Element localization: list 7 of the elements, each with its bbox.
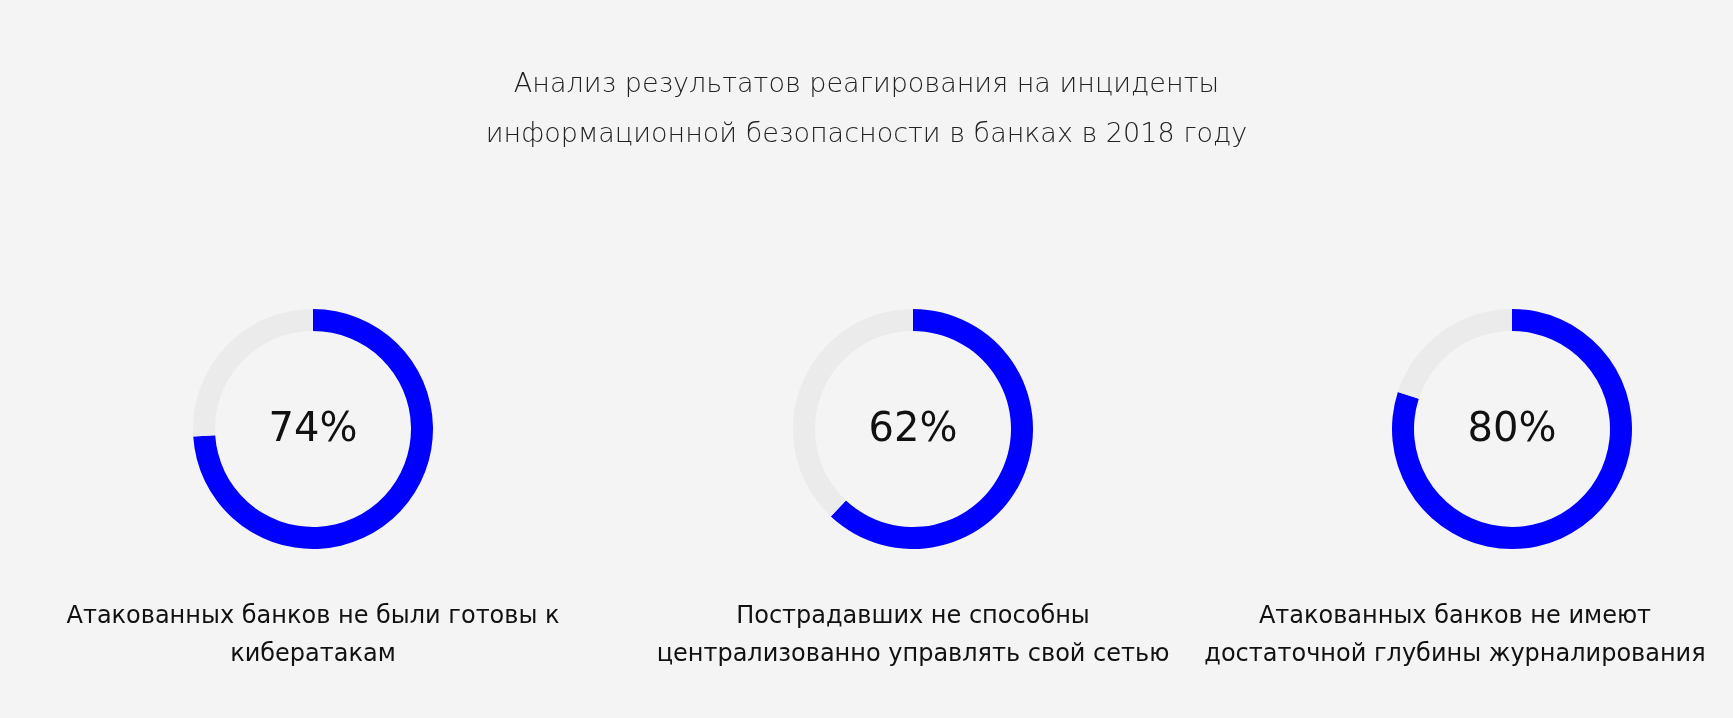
text: 62% [868,404,958,450]
text: Атакованных банков не имеют достаточной глубины журналирования [1203,600,1707,669]
text: Пострадавших не способны централизованно управлять свой сетью [655,600,1171,669]
text: Анализ результатов реагирования на инциденты информационной безопасности в банках в 2018 году [484,66,1249,150]
text: 80% [1467,404,1557,450]
text: 74% [268,404,358,450]
text: Атакованных банков не были готовы к кибератакам [65,600,561,669]
